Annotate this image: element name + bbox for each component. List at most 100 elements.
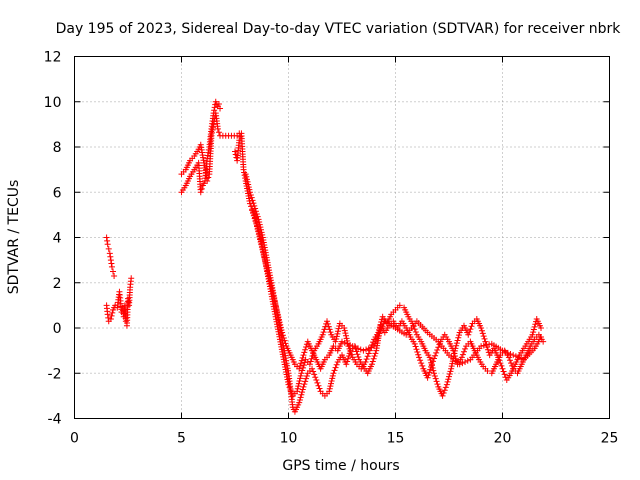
data-point [354,351,361,358]
data-point [411,326,418,333]
data-point [346,350,353,357]
data-point [344,355,351,362]
data-point [478,343,485,350]
data-point [335,328,342,335]
data-point [344,340,351,347]
data-point [275,314,282,321]
data-point [451,350,458,357]
data-point [278,326,285,333]
data-point [208,132,215,139]
series-track-a [178,98,545,399]
data-point [108,263,115,270]
data-point [240,166,247,173]
data-point [342,330,349,337]
data-point [259,246,266,253]
data-point [432,375,439,382]
data-point [306,361,313,368]
data-points [103,98,547,415]
data-point [105,314,112,321]
data-point [460,348,467,355]
data-point [441,387,448,394]
data-point [258,241,265,248]
data-point [446,373,452,380]
data-point [343,361,350,368]
data-point [455,332,462,339]
data-point [243,176,250,183]
data-point [459,351,466,358]
data-point [246,186,253,193]
data-point [481,335,488,342]
data-point [267,280,274,287]
data-point [302,346,309,353]
data-point [500,368,507,375]
data-point [277,324,284,331]
data-point [327,380,334,387]
data-point [428,363,435,370]
data-point [261,257,268,264]
data-point [360,347,367,354]
data-point [324,320,331,327]
data-point [297,375,304,382]
data-point [245,184,252,191]
data-point [261,254,268,261]
data-point [262,259,269,266]
data-point [431,355,438,362]
data-point [515,354,522,361]
data-point [330,370,337,377]
data-point [506,357,513,364]
data-point [339,338,345,345]
data-point [371,353,378,360]
data-point [253,220,260,227]
y-tick-label: 4 [53,231,62,247]
data-point [303,372,310,379]
data-point [334,330,341,337]
data-point [248,194,255,201]
data-point [504,349,511,356]
data-point [297,394,304,401]
data-point [256,233,263,240]
data-point [107,315,114,322]
data-point [303,344,310,351]
data-point [456,361,463,368]
data-point [413,346,420,353]
chart-title: Day 195 of 2023, Sidereal Day-to-day VTE… [56,21,622,37]
data-point [426,354,433,361]
data-point [249,207,256,214]
data-point [108,260,115,267]
data-point [345,353,352,360]
data-point [435,344,442,351]
data-point [467,326,474,333]
data-point [106,250,113,257]
data-point [335,325,342,332]
data-point [315,382,322,389]
data-point [532,321,539,328]
data-point [268,285,275,292]
data-point [310,368,317,375]
data-point [365,350,372,357]
data-point [518,355,525,362]
data-point [447,368,454,375]
data-point [276,319,283,326]
data-point [363,356,370,363]
data-point [294,388,301,395]
data-point [430,367,437,374]
data-point [332,364,339,371]
data-point [462,358,469,365]
data-point [210,124,217,131]
data-point [468,323,475,330]
data-point [244,178,251,185]
data-point [214,125,221,132]
data-point [442,384,449,391]
data-point [269,290,276,297]
data-point [502,348,509,355]
data-point [329,372,336,379]
data-point [299,386,306,393]
y-tick-label: -2 [48,366,62,382]
data-point [264,267,271,274]
data-point [255,231,262,238]
data-point [450,347,457,354]
data-point [480,342,487,349]
data-point [501,371,508,378]
data-point [497,360,504,367]
data-point [327,383,334,390]
